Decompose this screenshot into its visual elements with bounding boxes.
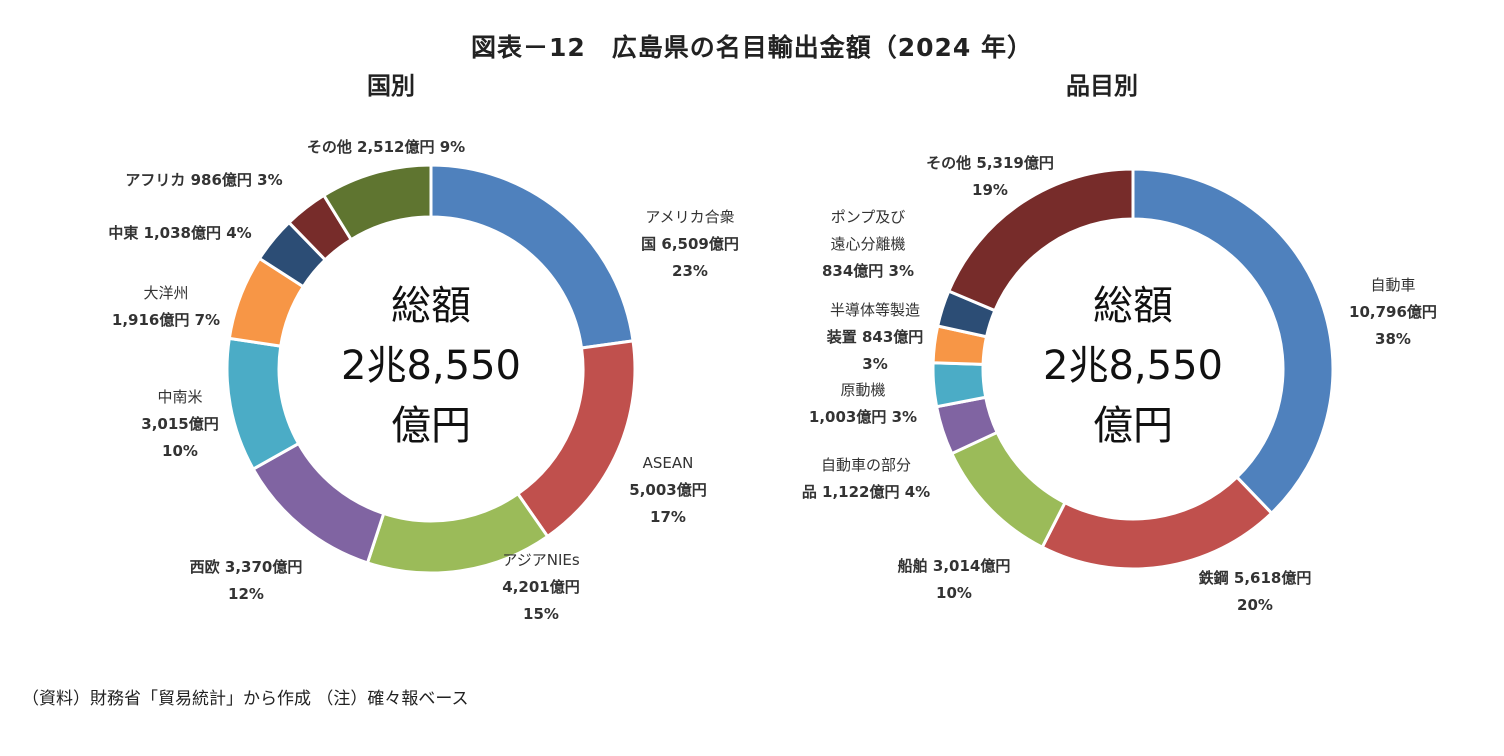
slice-label-line: 4,201億円: [502, 578, 579, 596]
slice-label-line: 遠心分離機: [830, 235, 905, 253]
slice-label-line: 19%: [972, 181, 1008, 199]
center-total-text: 2兆8,550: [341, 343, 521, 389]
slice-label-line: 品 1,122億円 4%: [802, 483, 930, 501]
center-total-text: 億円: [1093, 403, 1173, 449]
slice-label-line: 834億円 3%: [822, 262, 914, 280]
slice-label-line: その他 2,512億円 9%: [307, 138, 465, 156]
slice-label-line: 国 6,509億円: [641, 235, 739, 253]
slice-label-line: アジアNIEs: [502, 551, 580, 569]
slice-label: ASEAN 5,003億円 17%: [629, 454, 706, 526]
slice-label-line: 38%: [1375, 330, 1411, 348]
chart-title-item: 品目別: [1066, 72, 1138, 100]
slice-label-line: 10%: [936, 584, 972, 602]
slice-label: その他 2,512億円 9%: [307, 138, 465, 156]
slice-label-line: 5,003億円: [629, 481, 706, 499]
slice-label-line: 23%: [672, 262, 708, 280]
slice-label-line: 大洋州: [143, 284, 188, 302]
slice-label: その他 5,319億円 19%: [926, 154, 1054, 199]
slice-label-line: 3,015億円: [141, 415, 218, 433]
donut-slice: [1131, 167, 1335, 516]
slice-label-line: 中東 1,038億円 4%: [108, 224, 251, 242]
donut-slice: [949, 430, 1067, 550]
slice-label-line: 10,796億円: [1349, 303, 1437, 321]
slice-label-line: 20%: [1237, 596, 1273, 614]
slice-label-line: 12%: [228, 585, 264, 603]
slice-label-line: 15%: [523, 605, 559, 623]
slice-label-line: 船舶 3,014億円: [898, 557, 1011, 575]
slice-label-line: 1,916億円 7%: [112, 311, 220, 329]
donut-slice: [515, 339, 637, 539]
slice-label: アジアNIEs 4,201億円 15%: [502, 551, 580, 623]
slice-label: 船舶 3,014億円 10%: [898, 557, 1011, 602]
figure-title: 図表－12 広島県の名目輸出金額（2024 年）: [470, 33, 1034, 62]
slice-label-line: 鉄鋼 5,618億円: [1199, 569, 1312, 587]
slice-label-line: 原動機: [840, 381, 885, 399]
slice-label: 自動車の部分品 1,122億円 4%: [802, 456, 930, 501]
donut-slice: [1040, 475, 1274, 571]
slice-label-line: アフリカ 986億円 3%: [125, 171, 282, 189]
footnote: （資料）財務省「貿易統計」から作成 （注）確々報ベース: [22, 689, 469, 709]
slice-label: 鉄鋼 5,618億円 20%: [1199, 569, 1312, 614]
center-total-text: 2兆8,550: [1043, 343, 1223, 389]
slice-label: アフリカ 986億円 3%: [125, 171, 282, 189]
slice-label-line: 17%: [650, 508, 686, 526]
slice-label: 中東 1,038億円 4%: [108, 224, 251, 242]
slice-label-line: 自動車の部分: [821, 456, 911, 474]
donut-slice: [931, 361, 988, 409]
donut-slice: [225, 336, 301, 472]
donut-item: 自動車 10,796億円 38% 鉄鋼 5,618億円 20% 船舶 3,014億円 10%…: [802, 154, 1437, 614]
slice-label-line: 1,003億円 3%: [809, 408, 917, 426]
slice-label-line: 3%: [862, 355, 887, 373]
donut-slice: [946, 167, 1135, 313]
donut-country: アメリカ合衆国 6,509億円 23% ASEAN 5,003億円 17% アジアNIEs…: [108, 138, 739, 623]
slice-label-line: 自動車: [1370, 276, 1415, 294]
center-total-text: 総額: [391, 283, 471, 329]
chart-title-country: 国別: [367, 72, 415, 100]
donut-slice: [321, 163, 433, 242]
slice-label: 大洋州 1,916億円 7%: [112, 284, 220, 329]
slice-label-line: 中南米: [157, 388, 202, 406]
slice-label-line: その他 5,319億円: [926, 154, 1054, 172]
slice-label-line: ポンプ及び: [831, 208, 906, 226]
donut-slice: [251, 441, 386, 565]
slice-label: 中南米 3,015億円 10%: [141, 388, 218, 460]
slice-label: ポンプ及び遠心分離機 834億円 3%: [822, 208, 914, 280]
slice-label: 自動車 10,796億円 38%: [1349, 276, 1437, 348]
center-total-text: 億円: [391, 403, 471, 449]
slice-label-line: 装置 843億円: [826, 328, 924, 346]
slice-label-line: 西欧 3,370億円: [190, 558, 303, 576]
slice-label-line: ASEAN: [643, 454, 694, 472]
slice-label-line: 半導体等製造: [830, 301, 920, 319]
slice-label: 西欧 3,370億円 12%: [190, 558, 303, 603]
slice-label-line: 10%: [162, 442, 198, 460]
slice-label: 半導体等製造装置 843億円 3%: [826, 301, 924, 373]
slice-label-line: アメリカ合衆: [645, 208, 734, 226]
center-total-text: 総額: [1093, 283, 1173, 329]
slice-label: 原動機 1,003億円 3%: [809, 381, 917, 426]
slice-label: アメリカ合衆国 6,509億円 23%: [641, 208, 739, 280]
